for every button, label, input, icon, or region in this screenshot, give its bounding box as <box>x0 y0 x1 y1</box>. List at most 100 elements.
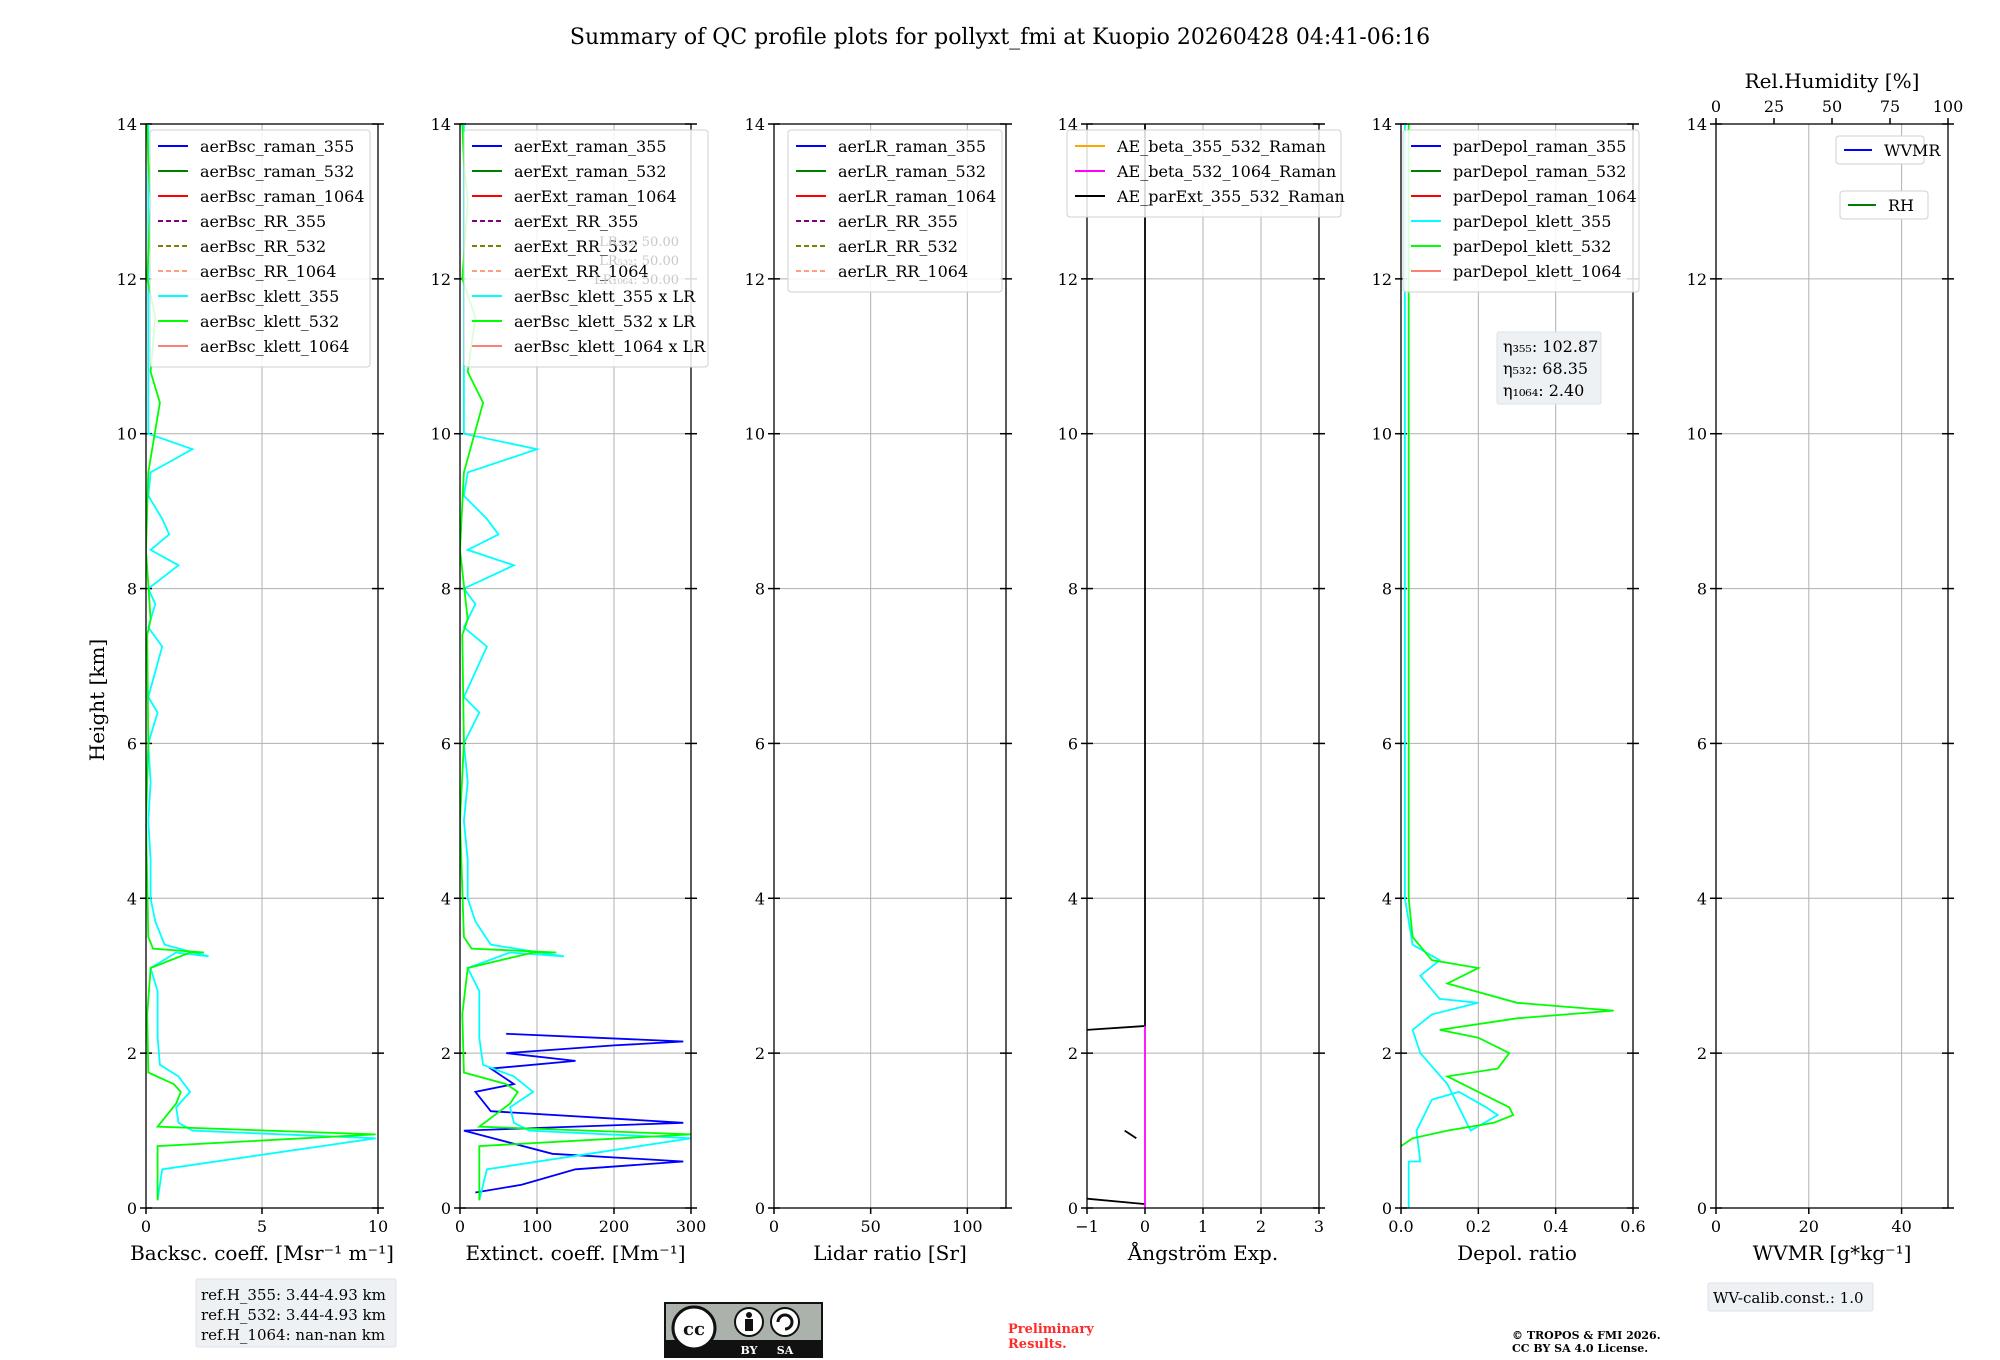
plot-frame <box>459 123 692 1209</box>
y-tick-label: 8 <box>127 580 137 599</box>
panel-ext: 0 2 4 6 8 10 12 14 0 100 200 300 Extinct. coeff. [Mm… <box>431 115 709 1265</box>
legend: aerLR_raman_355 aerLR_raman_532 aerLR_rama… <box>787 129 1003 293</box>
y-tick-label: 2 <box>127 1044 137 1063</box>
y-tick-label: 14 <box>1058 115 1078 134</box>
x-tick-label: 200 <box>599 1217 630 1236</box>
legend-label: aerBsc_klett_1064 <box>200 337 349 356</box>
y-tick-label: 14 <box>1687 115 1707 134</box>
y-tick-label: 8 <box>1068 580 1078 599</box>
y-tick-label: 2 <box>441 1044 451 1063</box>
legend-label: aerLR_raman_1064 <box>838 187 996 206</box>
copyright-text: CC BY SA 4.0 License. <box>1512 1342 1648 1355</box>
y-tick-label: 10 <box>1058 425 1078 444</box>
y-tick-label: 12 <box>1687 270 1707 289</box>
legend-label: aerBsc_klett_355 <box>200 287 339 306</box>
y-tick-label: 8 <box>1697 580 1707 599</box>
series-line-parDepol_klett_355 <box>1404 124 1500 1208</box>
legend-frame <box>1835 135 1925 165</box>
lr-annotation: LR₅₃₂: 50.00 <box>599 254 679 269</box>
plot-frame <box>1400 123 1634 1209</box>
eta-label: η₅₃₂: 68.35 <box>1503 359 1588 378</box>
x-tick-label: −1 <box>1075 1217 1099 1236</box>
top-x-tick-label: 25 <box>1764 97 1784 116</box>
x-tick-label: 40 <box>1891 1217 1911 1236</box>
y-tick-label: 6 <box>127 734 137 753</box>
svg-text:cc: cc <box>683 1319 705 1340</box>
panel-bsc: 0 2 4 6 8 10 12 14 0 5 10 Backsc. coeff. [Msr⁻¹ m⁻¹… <box>117 115 394 1265</box>
y-tick-label: 8 <box>441 580 451 599</box>
legend-label: aerBsc_raman_532 <box>200 162 354 181</box>
legend-label: aerExt_RR_532 <box>514 237 638 256</box>
legend-label: parDepol_raman_1064 <box>1453 187 1637 206</box>
legend-label: aerBsc_RR_355 <box>200 212 326 231</box>
y-tick-label: 12 <box>1372 270 1392 289</box>
y-tick-label: 12 <box>745 270 765 289</box>
legend: aerBsc_raman_355 aerBsc_raman_532 aerBsc_r… <box>149 129 371 368</box>
lr-annotation: LR₁₀₆₄: 50.00 <box>594 273 679 288</box>
x-axis-label: Depol. ratio <box>1457 1241 1577 1265</box>
y-tick-label: 6 <box>1068 734 1078 753</box>
legend-label: aerBsc_klett_532 <box>200 312 339 331</box>
legend-label: RH <box>1888 196 1914 215</box>
legend-frame <box>787 129 1003 293</box>
plot-frame <box>145 123 379 1209</box>
x-tick-label: 0.6 <box>1620 1217 1645 1236</box>
x-tick-label: 300 <box>676 1217 707 1236</box>
y-tick-label: 14 <box>745 115 765 134</box>
plot-frame <box>1715 123 1949 1209</box>
series-line-aerBsc_klett_355 <box>147 124 376 1201</box>
legend-label: aerBsc_raman_355 <box>200 137 354 156</box>
cc-by-label: BY <box>741 1344 758 1357</box>
copyright-text: © TROPOS & FMI 2026. <box>1512 1329 1661 1342</box>
legend-label: aerExt_raman_1064 <box>514 187 677 206</box>
eta-box <box>1496 331 1602 405</box>
legend-frame <box>1066 129 1342 218</box>
x-tick-label: 0.4 <box>1543 1217 1568 1236</box>
legend-frame <box>1839 190 1929 220</box>
y-tick-label: 0 <box>755 1199 765 1218</box>
legend-label: aerExt_raman_355 <box>514 137 667 156</box>
top-x-axis-label: Rel.Humidity [%] <box>1745 69 1920 93</box>
y-tick-label: 10 <box>1372 425 1392 444</box>
refh-line: ref.H_532: 3.44-4.93 km <box>201 1306 386 1324</box>
y-tick-label: 10 <box>117 425 137 444</box>
x-axis-label: Lidar ratio [Sr] <box>813 1241 967 1265</box>
y-tick-label: 10 <box>745 425 765 444</box>
y-tick-label: 2 <box>1697 1044 1707 1063</box>
y-tick-label: 4 <box>127 889 137 908</box>
y-tick-label: 4 <box>441 889 451 908</box>
legend-label: parDepol_klett_355 <box>1453 212 1611 231</box>
legend-label: aerBsc_klett_1064 x LR <box>514 337 706 356</box>
y-tick-label: 2 <box>1068 1044 1078 1063</box>
x-tick-label: 0.2 <box>1466 1217 1491 1236</box>
refh-line: ref.H_355: 3.44-4.93 km <box>201 1286 386 1304</box>
y-axis-label: Height [km] <box>85 639 109 761</box>
wv-calib-text: WV-calib.const.: 1.0 <box>1713 1289 1864 1307</box>
legend-label: aerBsc_raman_1064 <box>200 187 365 206</box>
data-layer <box>1401 124 1614 1208</box>
top-x-tick-label: 100 <box>1933 97 1964 116</box>
legend-label: aerLR_RR_532 <box>838 237 958 256</box>
x-tick-label: 0.0 <box>1388 1217 1413 1236</box>
legend-label: WVMR <box>1884 141 1941 160</box>
refh-line: ref.H_1064: nan-nan km <box>201 1326 385 1344</box>
wv-calib-box: WV-calib.const.: 1.0 <box>1707 1282 1874 1312</box>
legend: aerExt_raman_355 aerExt_raman_532 aerExt_r… <box>463 129 709 368</box>
y-tick-label: 8 <box>1382 580 1392 599</box>
legend-label: aerExt_RR_355 <box>514 212 638 231</box>
legend-label: parDepol_klett_532 <box>1453 237 1611 256</box>
legend-label: AE_parExt_355_532_Raman <box>1116 187 1345 206</box>
series-line-parDepol_klett_532 <box>1401 124 1614 1147</box>
legend-label: aerBsc_klett_355 x LR <box>514 287 696 306</box>
legend-label: parDepol_raman_532 <box>1453 162 1626 181</box>
legend: RH <box>1839 190 1929 220</box>
cc-license-badge: cc BY SA <box>664 1302 823 1358</box>
y-tick-label: 0 <box>1382 1199 1392 1218</box>
y-tick-label: 4 <box>755 889 765 908</box>
legend: WVMR <box>1835 135 1941 165</box>
data-layer <box>1087 124 1146 1208</box>
x-tick-label: 20 <box>1799 1217 1819 1236</box>
series-line-AE_parExt_355_532_Raman <box>1087 124 1146 1031</box>
